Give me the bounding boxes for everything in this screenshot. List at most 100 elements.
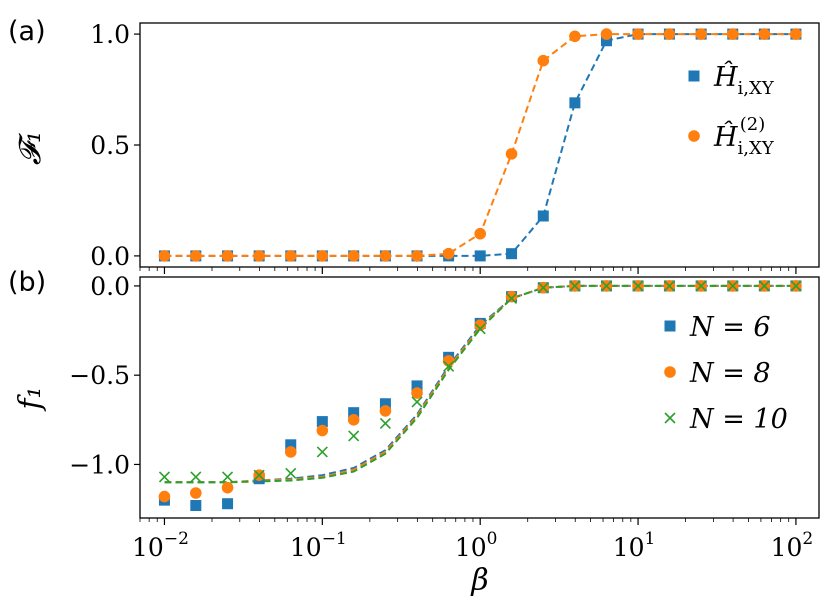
data-point (190, 487, 202, 499)
y-tick-label: 0.0 (90, 272, 130, 301)
data-point (411, 380, 423, 392)
x-tick-label: 10−2 (132, 529, 189, 562)
data-point (379, 405, 392, 417)
data-point (790, 28, 802, 40)
data-point (506, 248, 518, 260)
panel-b-frame (139, 276, 820, 519)
data-point (537, 282, 549, 294)
data-point (600, 280, 613, 292)
series-line-h2_xy (164, 33, 796, 257)
data-point (569, 97, 581, 109)
x-axis-label: β (470, 563, 488, 598)
panel-b-yticks: 0.0 −0.5 −1.0 (69, 272, 140, 479)
data-point (632, 280, 644, 292)
data-point (411, 396, 423, 408)
data-point (190, 250, 202, 262)
data-point (284, 446, 297, 458)
y-tick-label: 0.5 (90, 131, 130, 160)
data-point (474, 319, 486, 332)
data-point (379, 398, 391, 410)
data-point (663, 28, 676, 40)
data-point (600, 35, 612, 47)
x-tick-label: 100 (455, 529, 498, 562)
data-point (411, 387, 423, 399)
data-point (537, 210, 549, 222)
data-point (758, 280, 770, 292)
panel-b-legend: N = 6 N = 8 N = 10 (664, 312, 788, 435)
data-point (316, 250, 329, 262)
data-point (316, 424, 329, 437)
panel-b: (b) 0.0 −0.5 −1.0 10−2 10−1 100 101 102 f₁ β N… (8, 267, 820, 598)
panel-b-marks (158, 280, 802, 512)
data-point (222, 498, 234, 510)
panel-b-xticks: 10−2 10−1 100 101 102 (132, 518, 813, 562)
data-point (316, 416, 328, 428)
series-line-h_xy (164, 33, 796, 257)
data-point (379, 417, 391, 429)
data-point (221, 471, 234, 483)
panel-a-ylabel: 𝓕₁ (13, 131, 48, 165)
data-point (474, 323, 486, 335)
panel-a-label: (a) (8, 16, 46, 47)
data-point (442, 355, 455, 367)
legend-marker (664, 320, 676, 332)
data-point (221, 481, 234, 494)
legend-marker (664, 412, 676, 424)
data-point (600, 28, 613, 40)
panel-a-marks (158, 28, 802, 262)
data-point (569, 280, 581, 292)
legend-entry: N = 6 (689, 312, 771, 343)
data-point (221, 250, 234, 262)
data-point (790, 280, 802, 292)
y-tick-label: −1.0 (69, 450, 130, 479)
y-tick-label: −0.5 (69, 361, 130, 390)
data-point (727, 280, 739, 292)
legend-entry: Ĥi,XY (713, 60, 775, 99)
data-point (347, 414, 360, 426)
data-point (505, 292, 518, 304)
data-point (505, 290, 518, 303)
panel-a-legend: Ĥi,XY Ĥi,XY(2) (688, 60, 775, 159)
x-tick-label: 101 (613, 529, 656, 562)
panel-a: (a) 0.0 0.5 1.0 𝓕₁ Ĥi,XY Ĥi,XY(2) (8, 16, 820, 274)
y-tick-label: 0.0 (90, 242, 130, 271)
panel-b-label: (b) (8, 267, 46, 298)
panel-a-yticks: 0.0 0.5 1.0 (90, 20, 140, 271)
y-tick-label: 1.0 (90, 20, 130, 49)
data-point (474, 250, 486, 262)
data-point (379, 250, 392, 262)
data-point (758, 28, 771, 40)
data-point (411, 250, 423, 262)
data-point (474, 227, 486, 240)
data-point (348, 430, 360, 442)
data-point (347, 250, 360, 262)
data-point (285, 467, 297, 479)
x-tick-label: 102 (771, 529, 814, 562)
data-point (443, 360, 455, 372)
legend-marker (688, 70, 700, 82)
data-point (695, 28, 707, 40)
data-point (316, 446, 328, 458)
panel-a-xticks (139, 267, 797, 274)
data-point (158, 490, 171, 503)
data-point (348, 407, 360, 419)
legend-marker (688, 130, 700, 142)
data-point (632, 28, 644, 40)
data-point (537, 54, 550, 67)
data-point (158, 250, 171, 262)
data-point (726, 28, 739, 40)
data-point (190, 471, 202, 483)
panel-b-ylabel: f₁ (13, 386, 48, 411)
data-point (663, 280, 675, 292)
data-point (285, 439, 297, 451)
data-point (253, 469, 265, 481)
legend-entry: N = 10 (689, 404, 788, 435)
data-point (505, 148, 518, 160)
data-point (442, 247, 455, 260)
x-tick-label: 10−1 (290, 529, 347, 562)
data-point (158, 471, 171, 483)
data-point (284, 250, 297, 262)
data-point (190, 500, 202, 512)
data-point (253, 250, 265, 262)
